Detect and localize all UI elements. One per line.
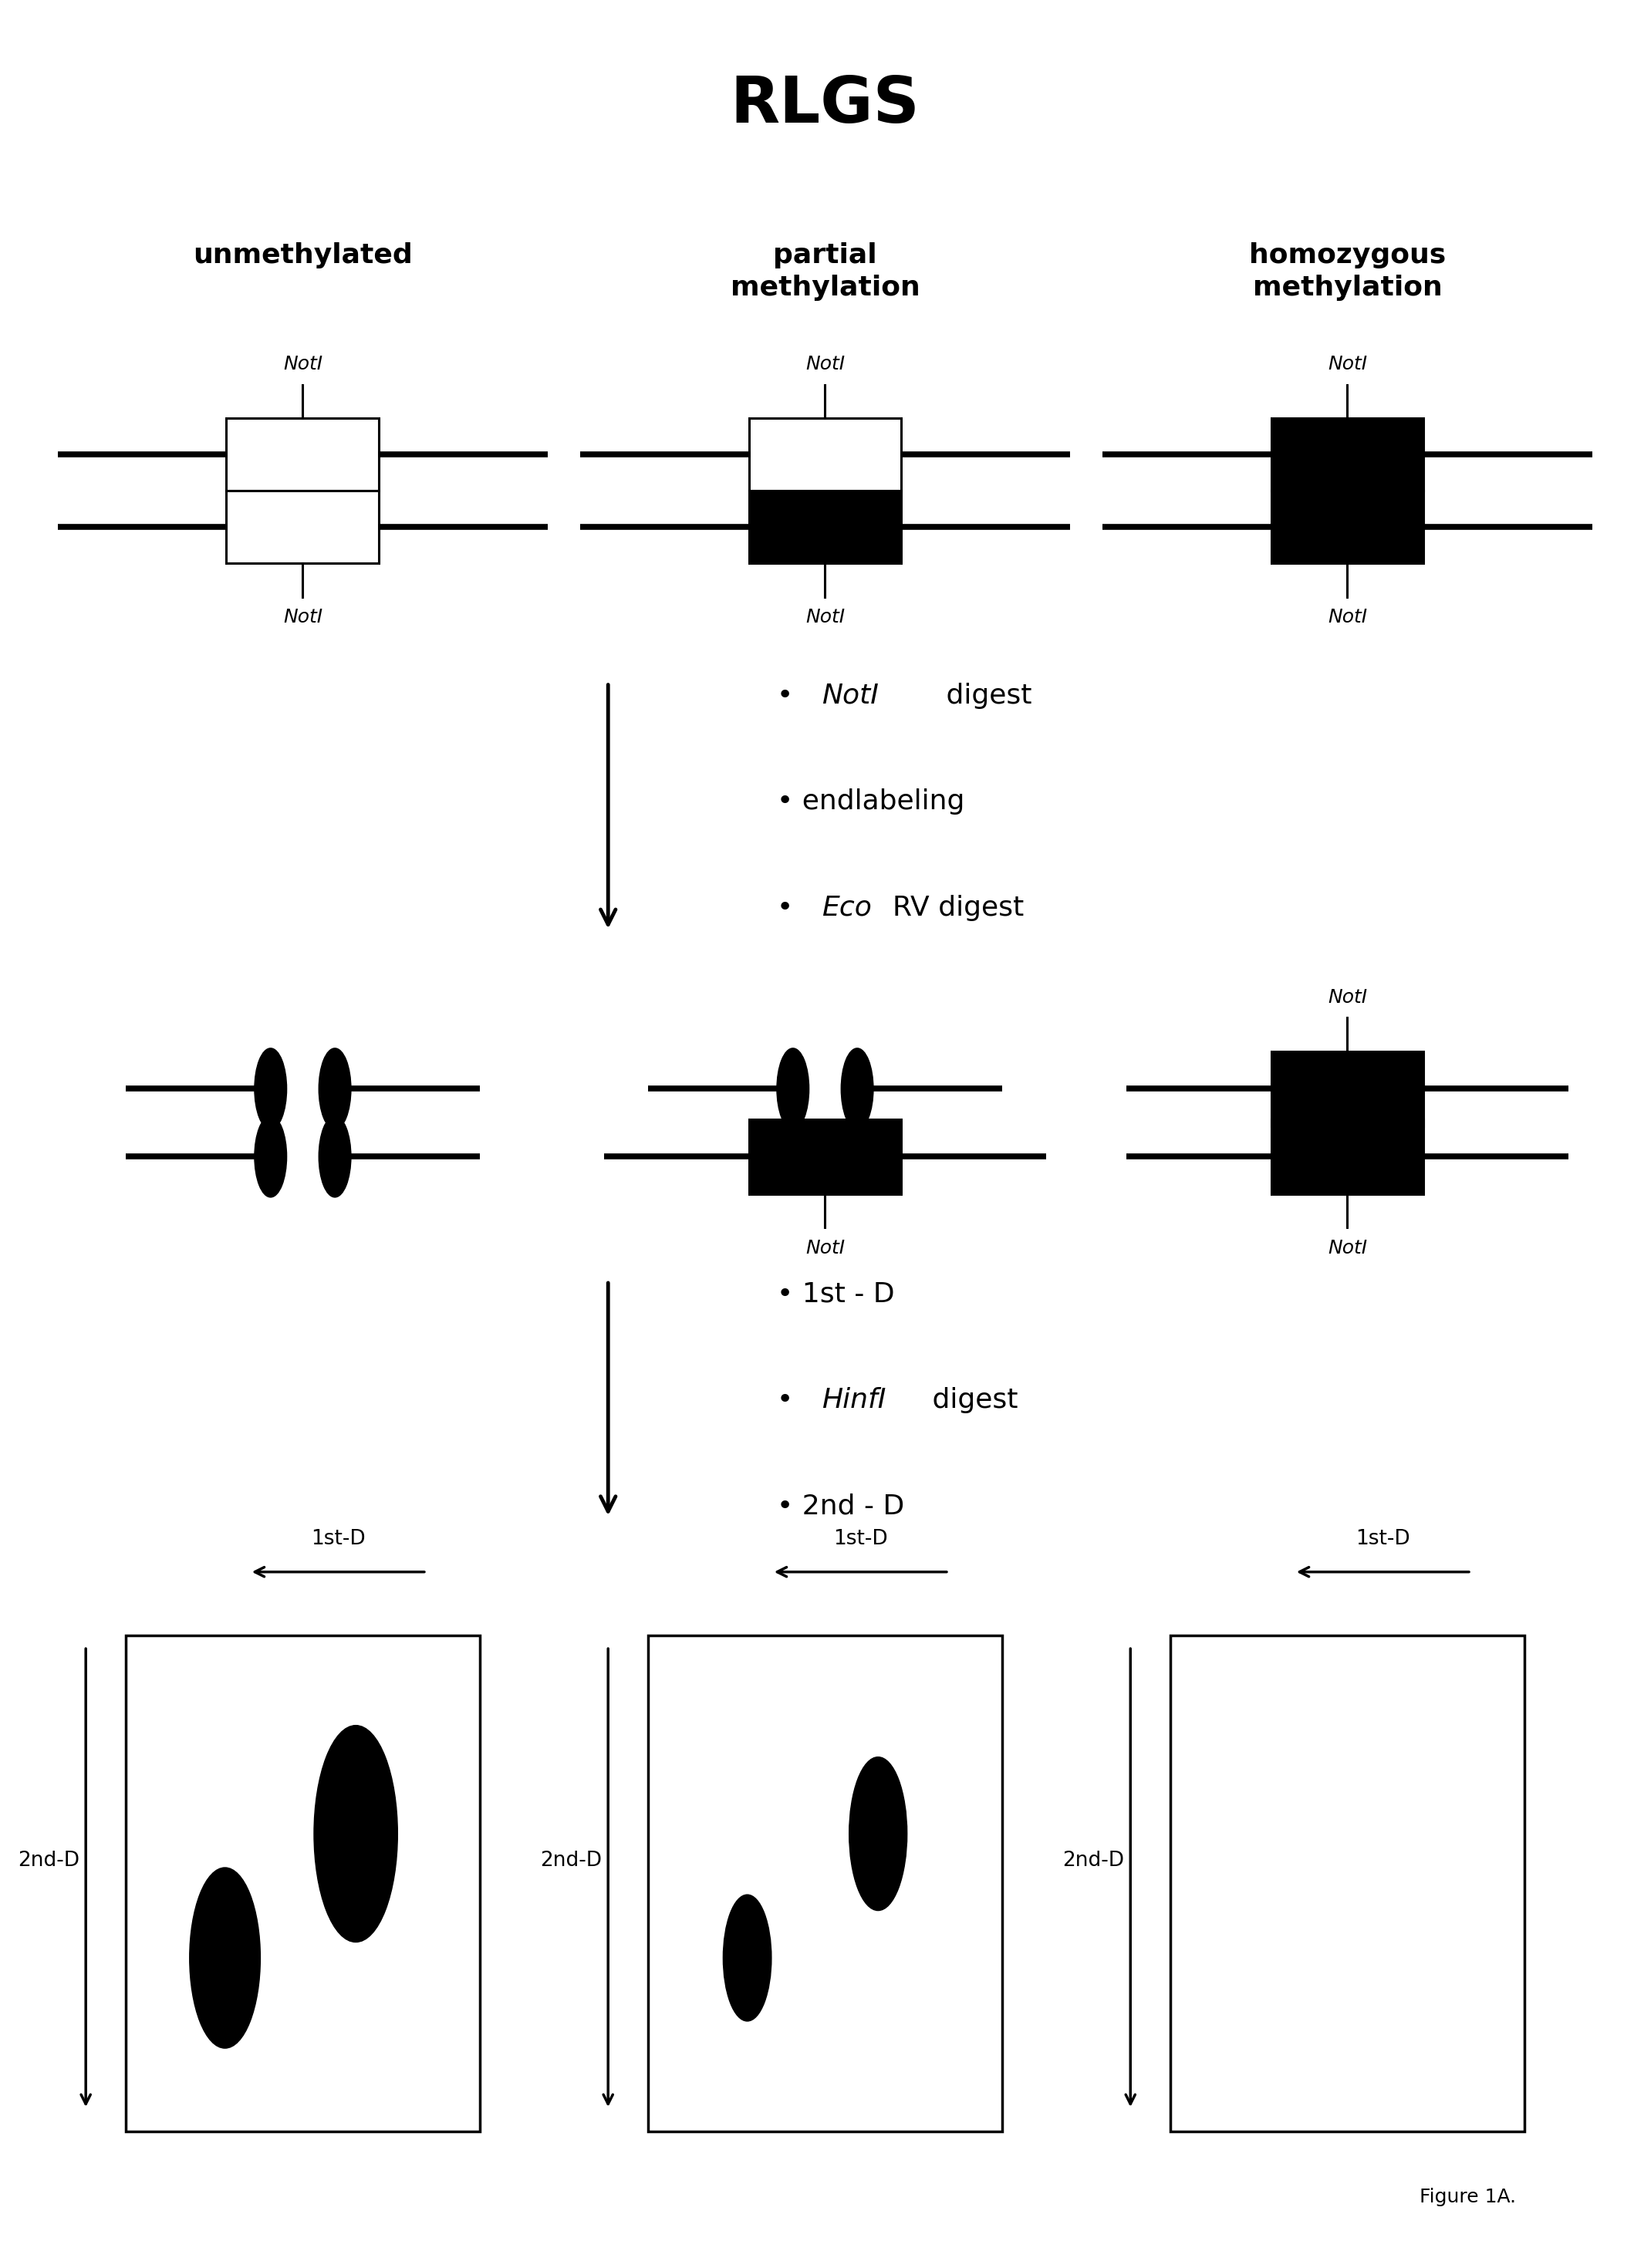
Text: • 2nd - D: • 2nd - D (776, 1492, 904, 1520)
Text: • 1st - D: • 1st - D (776, 1281, 894, 1306)
Text: NotI: NotI (1328, 989, 1368, 1007)
Text: digest: digest (923, 1386, 1018, 1413)
Bar (1271, 417, 1423, 490)
Bar (227, 417, 379, 490)
Text: •: • (776, 896, 802, 921)
Ellipse shape (314, 1726, 397, 1941)
Bar (126, 1635, 479, 2132)
Bar (748, 1120, 902, 1193)
Text: •: • (776, 683, 802, 710)
Text: 1st-D: 1st-D (1356, 1529, 1410, 1549)
Text: HinfI: HinfI (822, 1386, 886, 1413)
Text: unmethylated: unmethylated (193, 243, 412, 268)
Text: NotI: NotI (806, 608, 845, 626)
Text: Figure 1A.: Figure 1A. (1420, 2189, 1516, 2207)
Bar (227, 490, 379, 562)
Ellipse shape (724, 1894, 771, 2021)
Ellipse shape (319, 1048, 351, 1129)
Ellipse shape (850, 1758, 907, 1910)
Bar (1271, 1120, 1423, 1193)
Ellipse shape (776, 1048, 809, 1129)
Ellipse shape (255, 1116, 286, 1198)
Bar (748, 490, 902, 562)
Text: • endlabeling: • endlabeling (776, 789, 964, 814)
Bar (1271, 490, 1423, 562)
Text: 1st-D: 1st-D (833, 1529, 887, 1549)
Bar (748, 417, 902, 490)
Text: 1st-D: 1st-D (310, 1529, 366, 1549)
Bar (1170, 1635, 1525, 2132)
Text: •: • (776, 1386, 802, 1413)
Text: NotI: NotI (283, 608, 322, 626)
Ellipse shape (255, 1048, 286, 1129)
Text: NotI: NotI (1328, 608, 1368, 626)
Text: NotI: NotI (283, 354, 322, 374)
Text: homozygous
methylation: homozygous methylation (1248, 243, 1446, 302)
Text: digest: digest (938, 683, 1033, 710)
Ellipse shape (190, 1867, 260, 2048)
Ellipse shape (319, 1116, 351, 1198)
Text: 2nd-D: 2nd-D (539, 1851, 601, 1871)
Text: NotI: NotI (822, 683, 879, 710)
Text: NotI: NotI (1328, 354, 1368, 374)
Text: NotI: NotI (806, 1238, 845, 1256)
Text: RV digest: RV digest (892, 896, 1025, 921)
Text: partial
methylation: partial methylation (730, 243, 920, 302)
Text: NotI: NotI (806, 354, 845, 374)
Ellipse shape (842, 1048, 873, 1129)
Text: 2nd-D: 2nd-D (1062, 1851, 1124, 1871)
Text: Eco: Eco (822, 896, 873, 921)
Bar (649, 1635, 1002, 2132)
Text: RLGS: RLGS (730, 73, 920, 136)
Bar (1271, 1052, 1423, 1127)
Text: 2nd-D: 2nd-D (18, 1851, 80, 1871)
Text: NotI: NotI (1328, 1238, 1368, 1256)
